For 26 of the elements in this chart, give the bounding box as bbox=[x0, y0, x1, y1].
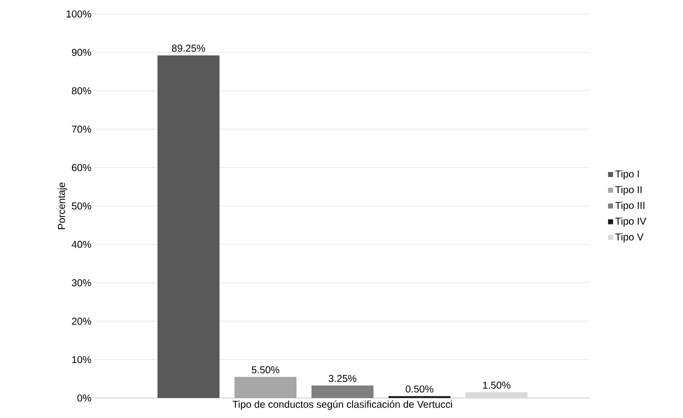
y-tick-label: 30% bbox=[72, 279, 92, 286]
data-label: 0.50% bbox=[406, 385, 434, 393]
legend-label: Tipo II bbox=[615, 186, 642, 196]
bar bbox=[466, 392, 528, 398]
legend-label: Tipo I bbox=[615, 170, 639, 180]
y-tick-label: 10% bbox=[72, 356, 92, 364]
bar bbox=[312, 386, 374, 398]
y-tick-label: 40% bbox=[72, 240, 92, 248]
bar bbox=[158, 55, 220, 398]
data-label: 5.50% bbox=[252, 366, 280, 374]
data-label: 3.25% bbox=[328, 374, 356, 382]
y-tick-label: 50% bbox=[72, 202, 92, 210]
y-tick-label: 60% bbox=[72, 164, 92, 172]
legend-label: Tipo IV bbox=[615, 217, 646, 227]
y-axis-title: Porcentaje bbox=[58, 182, 68, 230]
y-tick-label: 80% bbox=[72, 87, 92, 94]
data-label: 1.50% bbox=[483, 382, 510, 389]
y-tick-label: 70% bbox=[72, 126, 92, 133]
legend-label: Tipo V bbox=[615, 233, 644, 242]
y-tick-label: 90% bbox=[72, 48, 92, 56]
x-axis-title: Tipo de conductos según clasificación de Vertucci bbox=[232, 400, 452, 410]
data-label: 89.25% bbox=[172, 44, 206, 52]
y-tick-label: 0% bbox=[77, 394, 92, 402]
y-tick-label: 100% bbox=[66, 10, 92, 18]
legend-label: Tipo III bbox=[615, 202, 644, 211]
y-tick-label: 20% bbox=[72, 318, 92, 325]
